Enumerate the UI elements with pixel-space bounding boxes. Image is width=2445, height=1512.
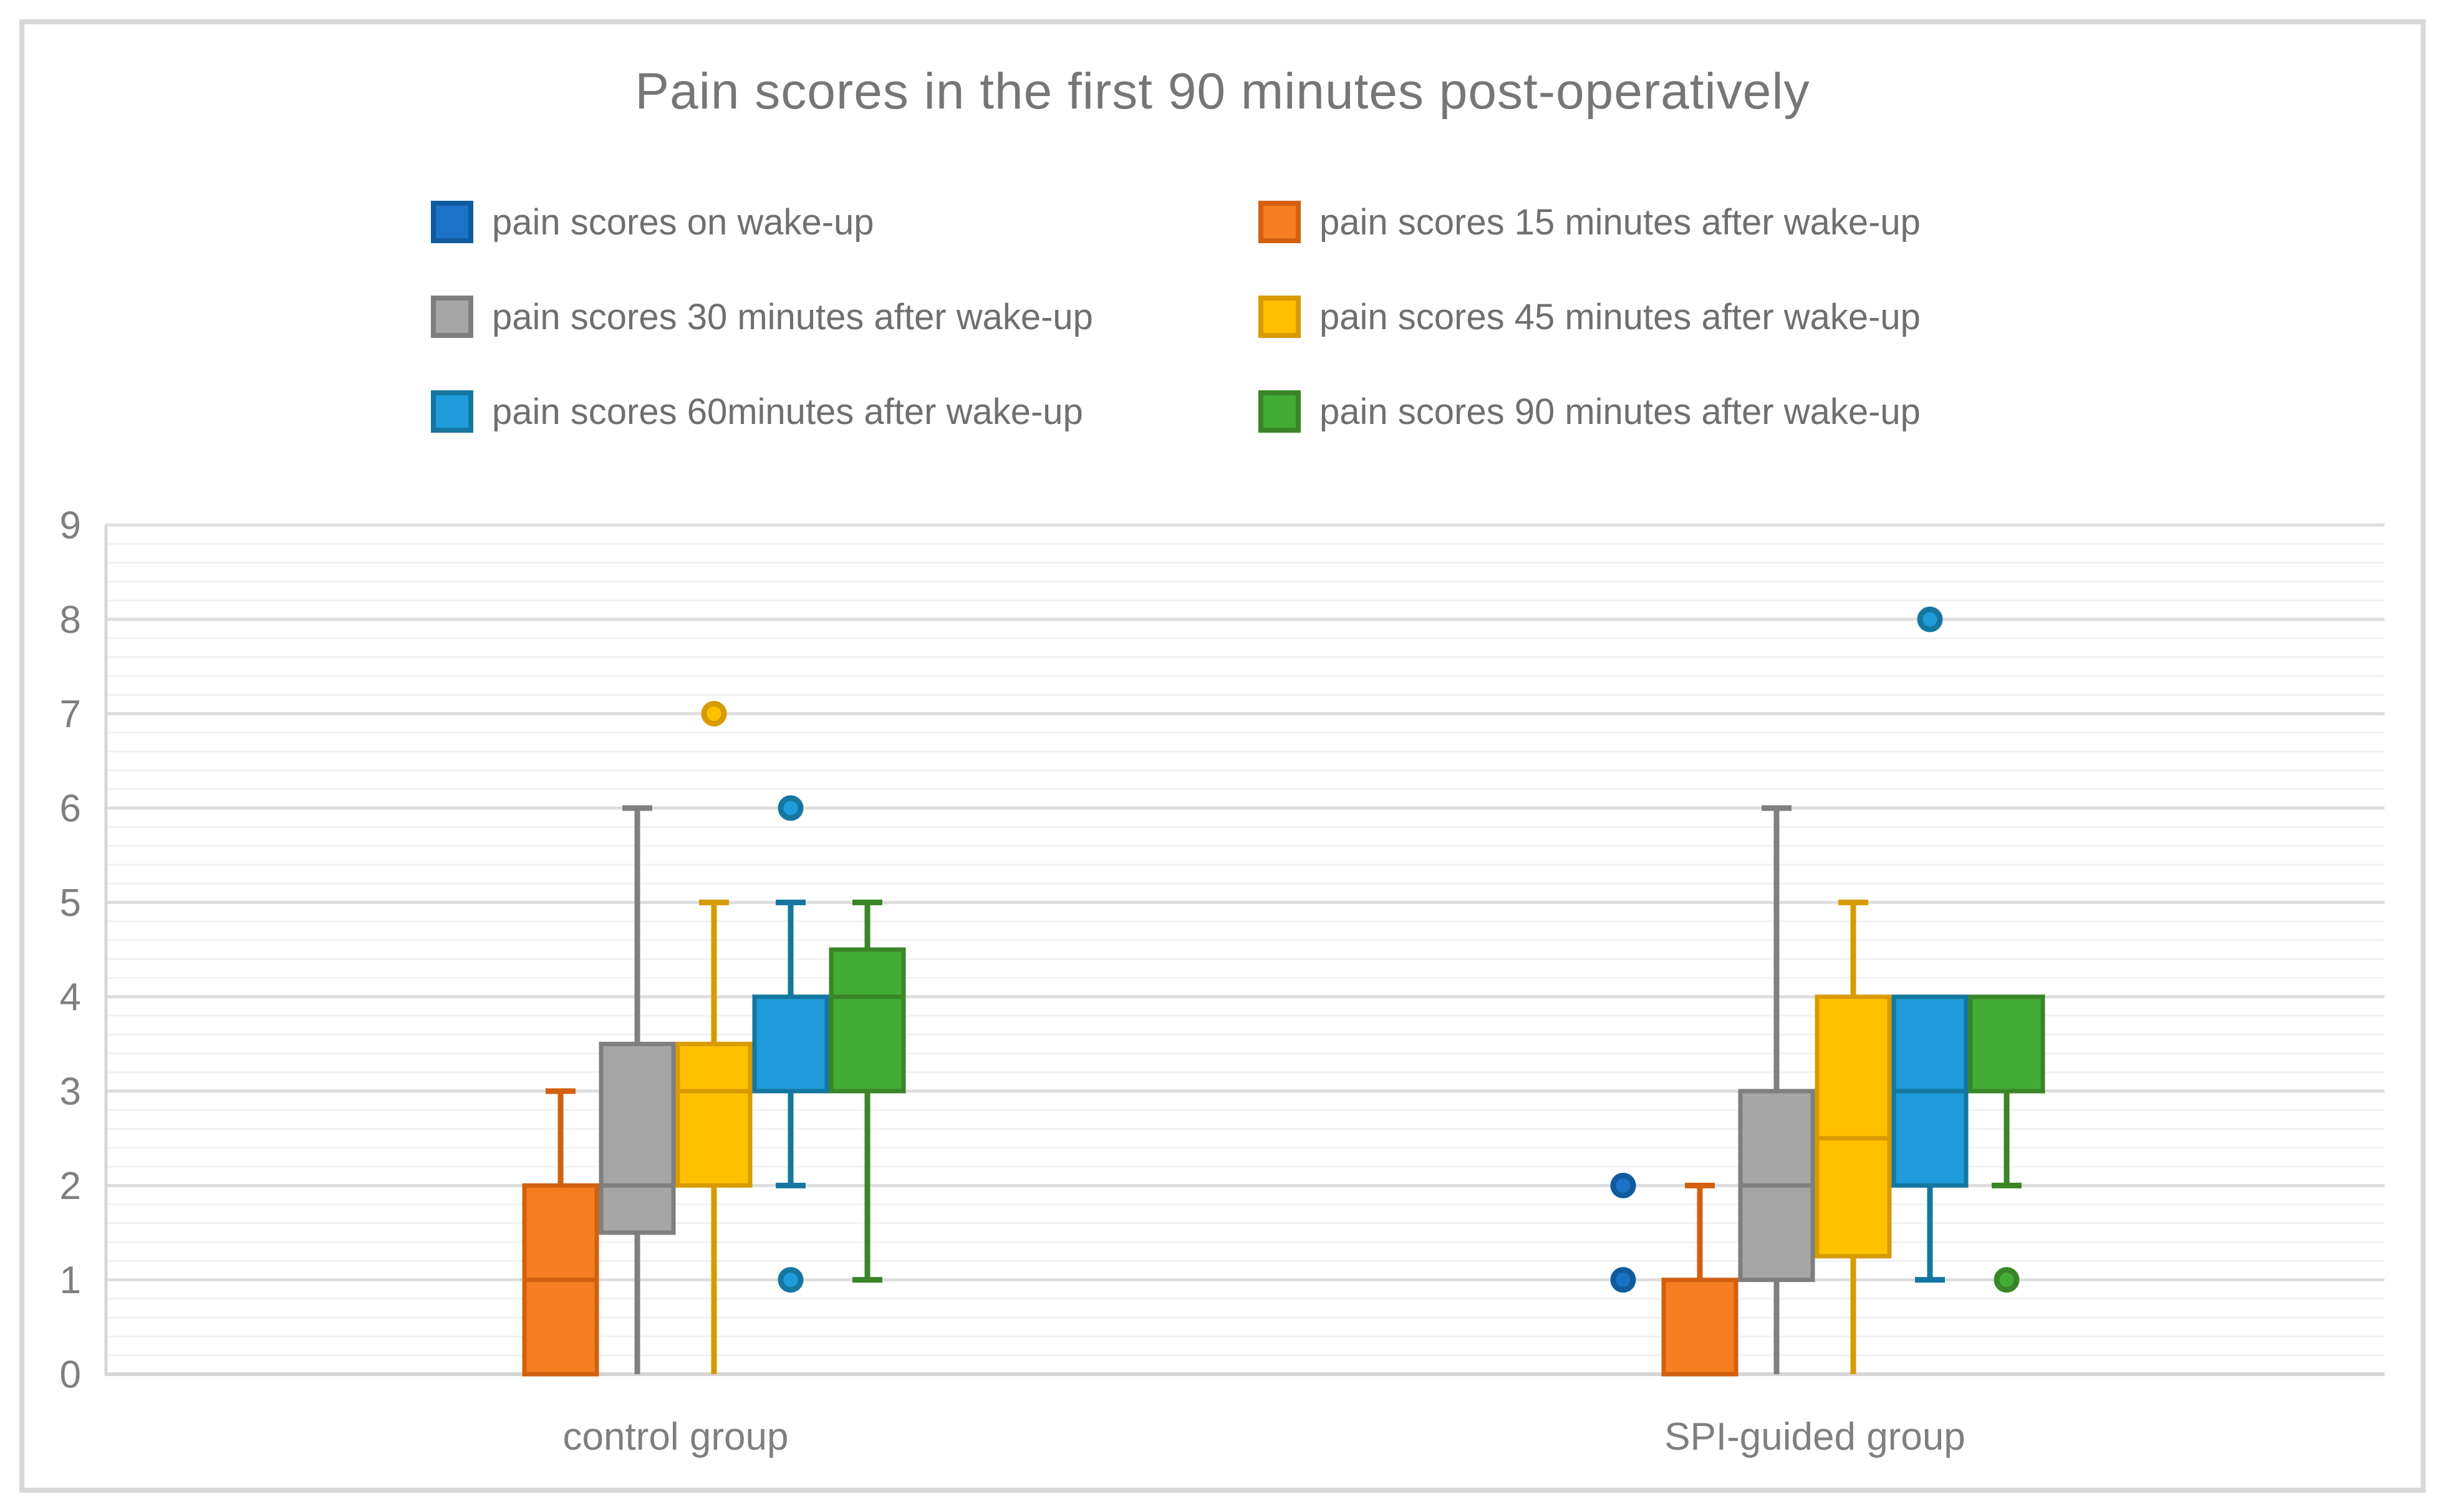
- legend-swatch-icon: [431, 296, 473, 338]
- outlier-dot: [778, 1267, 804, 1293]
- legend-label: pain scores 60minutes after wake-up: [492, 391, 1083, 432]
- y-tick-label: 2: [60, 1165, 81, 1208]
- legend-item: pain scores 45 minutes after wake-up: [1258, 296, 1921, 338]
- legend-label: pain scores on wake-up: [492, 201, 874, 243]
- y-tick-label: 8: [60, 599, 81, 642]
- y-tick-label: 1: [60, 1259, 81, 1302]
- legend-swatch-icon: [1258, 296, 1301, 338]
- box: [1968, 994, 2045, 1094]
- chart-title: Pain scores in the first 90 minutes post…: [635, 63, 1810, 120]
- legend-swatch-icon: [431, 201, 473, 243]
- legend-label: pain scores 90 minutes after wake-up: [1319, 391, 1921, 432]
- y-tick-label: 7: [60, 693, 81, 736]
- y-tick-label: 6: [60, 787, 81, 831]
- legend-label: pain scores 15 minutes after wake-up: [1319, 201, 1921, 243]
- legend-item: pain scores 60minutes after wake-up: [431, 390, 1083, 433]
- legend-item: pain scores on wake-up: [431, 201, 874, 243]
- category-label: SPI-guided group: [1664, 1415, 1965, 1458]
- box: [599, 1041, 676, 1235]
- box: [675, 1041, 753, 1188]
- legend-label: pain scores 45 minutes after wake-up: [1319, 296, 1921, 337]
- legend-label: pain scores 30 minutes after wake-up: [492, 296, 1093, 337]
- outlier-dot: [1610, 1172, 1636, 1198]
- y-tick-label: 5: [60, 882, 81, 925]
- outlier-dot: [778, 795, 804, 821]
- box: [752, 994, 829, 1094]
- y-tick-label: 0: [60, 1354, 81, 1397]
- box: [1661, 1278, 1739, 1377]
- legend-swatch-icon: [1258, 201, 1301, 243]
- outlier-dot: [1610, 1267, 1636, 1293]
- outlier-dot: [701, 701, 727, 727]
- legend-swatch-icon: [431, 390, 473, 433]
- box: [829, 947, 906, 1094]
- outlier-dot: [1917, 606, 1943, 632]
- box: [1815, 994, 1892, 1259]
- category-label: control group: [563, 1415, 789, 1458]
- legend-item: pain scores 90 minutes after wake-up: [1258, 390, 1921, 433]
- y-tick-label: 3: [60, 1071, 81, 1114]
- y-tick-label: 4: [60, 976, 81, 1019]
- legend-item: pain scores 30 minutes after wake-up: [431, 296, 1093, 338]
- legend-swatch-icon: [1258, 390, 1301, 433]
- legend-item: pain scores 15 minutes after wake-up: [1258, 201, 1921, 243]
- y-tick-label: 9: [60, 504, 81, 547]
- outlier-dot: [1994, 1267, 2020, 1293]
